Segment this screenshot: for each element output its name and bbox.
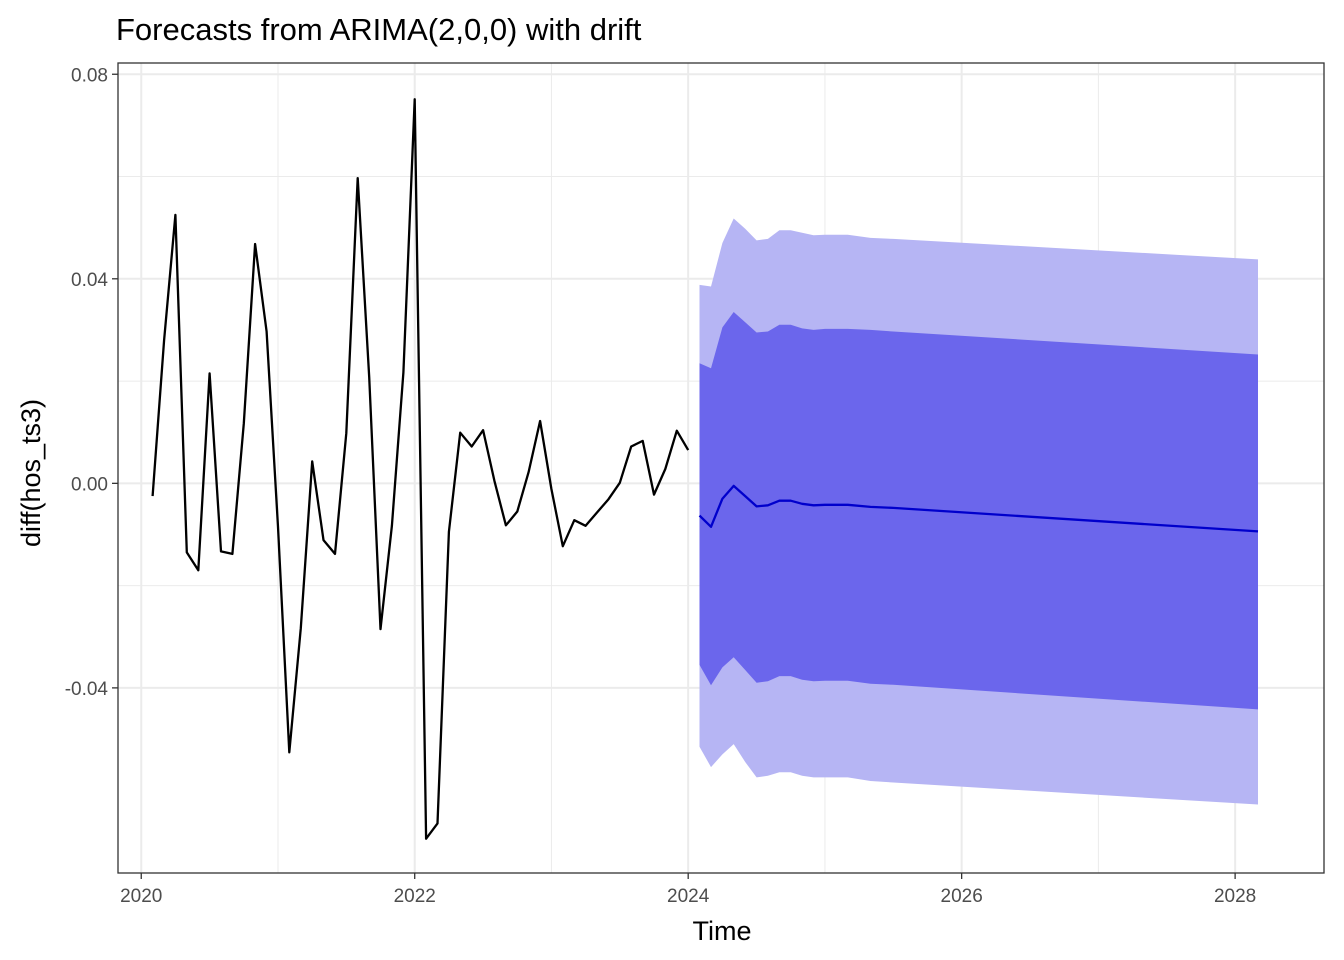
x-axis-title: Time (693, 916, 752, 946)
y-tick-label: 0.04 (71, 270, 108, 291)
band-80-interval (699, 312, 1258, 710)
forecast-series-line (698, 484, 1259, 533)
history-series-line (151, 98, 690, 840)
chart-title: Forecasts from ARIMA(2,0,0) with drift (116, 12, 642, 47)
x-tick-label: 2020 (120, 886, 162, 907)
panel-border (117, 62, 1325, 874)
x-tick-label: 2026 (941, 886, 983, 907)
y-tick-label: -0.04 (65, 679, 109, 700)
x-tick-label: 2024 (667, 886, 710, 907)
y-axis-title: diff(hos_ts3) (16, 399, 46, 547)
x-tick-label: 2022 (394, 886, 436, 907)
plot-panel: 2020 2022 2024 2026 2028 -0.04 0.00 0.04 0.08 (65, 62, 1325, 907)
y-tick-label: 0.08 (71, 65, 108, 86)
x-tick-label: 2028 (1214, 886, 1256, 907)
y-tick-label: 0.00 (71, 474, 108, 495)
